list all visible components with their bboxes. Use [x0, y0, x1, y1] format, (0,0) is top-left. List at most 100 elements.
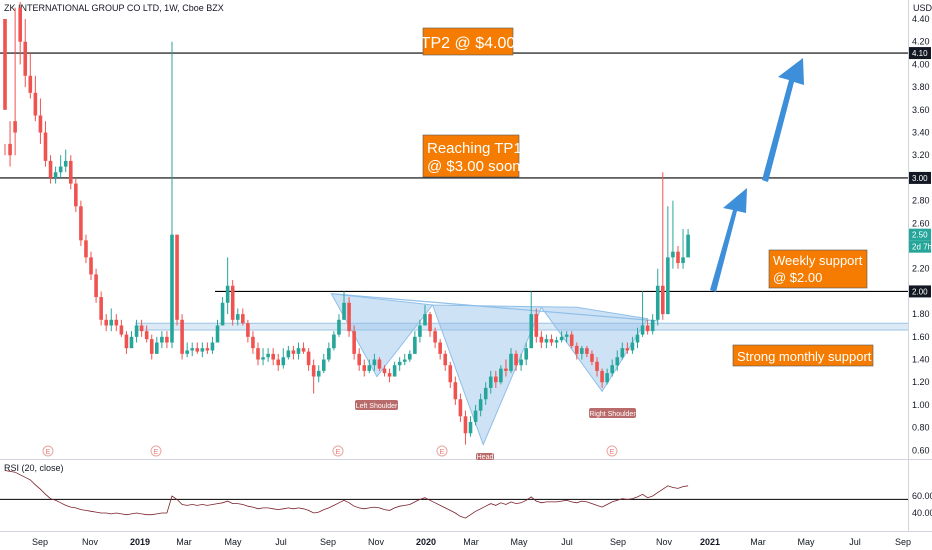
- price-pane[interactable]: [0, 0, 908, 458]
- candle: [286, 345, 291, 360]
- annotation-monthly-support[interactable]: Strong monthly support: [732, 344, 874, 367]
- annotation-tp2[interactable]: TP2 @ $4.00: [421, 27, 516, 56]
- candle-body: [63, 160, 68, 167]
- earnings-marker: E: [332, 445, 344, 457]
- candle: [261, 348, 265, 366]
- rsi-pane[interactable]: [0, 461, 908, 531]
- candle-body: [559, 336, 564, 341]
- candle-body: [342, 302, 346, 320]
- candle-body: [377, 359, 382, 369]
- candle: [256, 342, 260, 366]
- candle: [160, 331, 164, 349]
- candle-body: [13, 121, 17, 133]
- candle-body: [534, 314, 539, 337]
- candle-body: [48, 160, 53, 178]
- candle: [271, 348, 275, 366]
- candle: [119, 319, 124, 337]
- candle: [387, 368, 392, 383]
- price-badge-text: 3.00: [912, 174, 928, 183]
- candle-body: [655, 285, 660, 320]
- candle: [53, 166, 58, 184]
- candle: [38, 98, 43, 144]
- candle: [458, 393, 463, 422]
- annotation-tp1[interactable]: Reaching TP1 @ $3.00 soon: [422, 134, 522, 178]
- candle-body: [84, 240, 88, 258]
- candle: [342, 291, 346, 320]
- candle-body: [686, 234, 690, 258]
- candle-body: [266, 353, 270, 358]
- candle: [554, 336, 559, 349]
- candle-body: [33, 92, 38, 116]
- candle: [241, 308, 245, 326]
- time-axis[interactable]: Sep Nov 2019 Mar May Jul Sep Nov 2020 Mar May Jul Se…: [32, 537, 911, 547]
- candle-body: [296, 348, 301, 354]
- candle: [392, 361, 397, 377]
- time-tick-label: Jul: [849, 537, 861, 547]
- candle-body: [539, 336, 544, 343]
- price-tick-label: 4.40: [912, 14, 930, 24]
- candle: [630, 336, 635, 354]
- candle: [43, 121, 48, 167]
- weekly-support-box: [768, 249, 868, 289]
- monthly-support-box: [732, 344, 874, 367]
- candle: [210, 336, 215, 354]
- candle: [610, 359, 614, 377]
- candle: [686, 229, 690, 258]
- time-tick-label: 2019: [130, 537, 150, 547]
- candle-body: [185, 350, 189, 354]
- candle: [362, 359, 367, 377]
- candle-body: [144, 331, 149, 340]
- price-badge-bg: [909, 47, 931, 60]
- candle: [473, 404, 478, 426]
- neckline: [331, 293, 658, 322]
- candle: [311, 359, 316, 394]
- head-label: Head: [477, 454, 494, 461]
- earnings-marker: E: [150, 445, 162, 457]
- candle: [114, 314, 119, 332]
- candle: [68, 155, 73, 190]
- candle-body: [271, 353, 275, 360]
- earnings-marker-circle: [332, 445, 344, 457]
- chart-title: ZK INTERNATIONAL GROUP CO LTD, 1W, Cboe …: [4, 3, 224, 13]
- price-badge-bg: [909, 171, 931, 184]
- candle: [671, 200, 675, 269]
- time-tick-label: Mar: [176, 537, 192, 547]
- candle-body: [580, 348, 584, 354]
- monthly-support-text: Strong monthly support: [737, 349, 872, 364]
- candle-body: [134, 325, 139, 337]
- weekly-support-text-line1: Weekly support: [773, 253, 863, 268]
- candle: [443, 350, 448, 371]
- annotation-weekly-support[interactable]: Weekly support @ $2.00: [768, 249, 868, 289]
- candle-body: [225, 285, 230, 303]
- price-tick-label: 2.60: [912, 218, 930, 228]
- candle-body: [124, 334, 129, 349]
- candle: [134, 319, 139, 343]
- candle: [408, 350, 412, 362]
- candle-body: [362, 365, 367, 371]
- candle: [620, 342, 625, 360]
- candle: [281, 348, 286, 369]
- candle-body: [367, 365, 372, 371]
- candle: [519, 353, 523, 371]
- candle-body: [286, 350, 291, 358]
- candle: [372, 353, 377, 371]
- time-tick-label: Nov: [656, 537, 673, 547]
- candle-body: [402, 359, 407, 362]
- candle-body: [251, 336, 255, 349]
- candle-body: [397, 361, 402, 366]
- candle-body: [139, 325, 144, 332]
- candle: [33, 75, 38, 122]
- candle-body: [458, 399, 463, 417]
- candle-body: [661, 285, 665, 315]
- time-tick-label: Mar: [750, 537, 766, 547]
- head-label-bg: [476, 453, 494, 460]
- rsi-tick-label: 40.00: [912, 508, 932, 518]
- time-tick-label: 2021: [700, 537, 720, 547]
- time-tick-label: Sep: [610, 537, 626, 547]
- candle: [225, 257, 230, 315]
- candle: [569, 331, 574, 349]
- candle-body: [256, 348, 260, 360]
- price-tick-label: 3.80: [912, 82, 930, 92]
